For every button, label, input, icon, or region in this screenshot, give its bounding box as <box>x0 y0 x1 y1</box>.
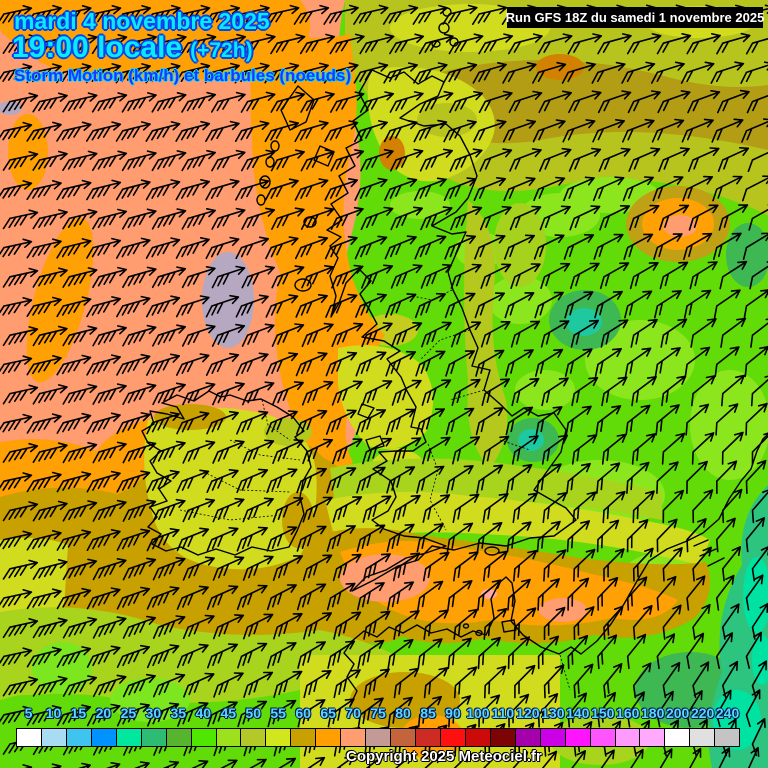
legend-value: 20 <box>95 705 112 721</box>
channel-islands <box>462 623 470 629</box>
legend-swatch <box>215 728 242 747</box>
legend-swatch <box>439 728 466 747</box>
legend-swatch <box>489 728 516 747</box>
legend-swatch <box>265 728 292 747</box>
copyright-label: Copyright 2025 Meteociel.fr <box>346 748 542 765</box>
legend-swatch <box>90 728 117 747</box>
legend-swatch <box>340 728 367 747</box>
legend-swatch <box>40 728 67 747</box>
anglesey-island <box>365 435 385 451</box>
legend-swatch <box>514 728 541 747</box>
legend-value: 130 <box>541 705 565 721</box>
continental-coastline <box>351 433 768 655</box>
brittany-coastline <box>343 640 358 707</box>
legend-swatch <box>614 728 641 747</box>
legend-swatch <box>115 728 142 747</box>
legend-value: 240 <box>715 705 740 721</box>
legend-swatch <box>689 728 716 747</box>
legend-value: 180 <box>641 705 665 721</box>
legend-value: 60 <box>295 705 311 721</box>
legend-swatch <box>365 728 392 747</box>
legend-swatch <box>415 728 441 747</box>
legend-value: 160 <box>616 705 640 721</box>
forecast-time-label: 19:00 locale (+72h) <box>12 31 253 65</box>
legend-swatch <box>464 728 491 747</box>
legend-value: 200 <box>665 705 690 721</box>
legend-value: 10 <box>45 705 62 721</box>
legend-swatch <box>664 728 691 747</box>
local-time-label: 19:00 locale <box>12 31 183 64</box>
legend-value: 35 <box>170 705 187 721</box>
legend-swatch <box>65 728 92 747</box>
legend-value: 220 <box>690 705 715 721</box>
legend-value: 90 <box>445 705 461 721</box>
legend-value: 70 <box>345 705 361 721</box>
legend-swatch <box>390 728 416 747</box>
legend-color-scale <box>16 728 741 747</box>
legend-swatch <box>639 728 666 747</box>
legend-value: 80 <box>395 705 411 721</box>
legend-swatch <box>16 728 42 747</box>
legend-swatch <box>315 728 342 747</box>
model-run-label: Run GFS 18Z du samedi 1 novembre 2025 <box>505 10 765 25</box>
legend-value: 100 <box>466 705 490 721</box>
ireland-coastline <box>141 390 312 556</box>
wind-barb-arrows <box>0 4 768 768</box>
forecast-date-label: mardi 4 novembre 2025 <box>14 8 270 34</box>
legend-value: 150 <box>591 705 615 721</box>
legend-swatch <box>165 728 192 747</box>
legend-value: 120 <box>516 705 540 721</box>
legend-swatch <box>290 728 317 747</box>
legend-value: 85 <box>420 705 436 721</box>
legend-value: 45 <box>220 705 237 721</box>
legend-swatch <box>190 728 217 747</box>
legend-swatch <box>714 728 741 747</box>
legend-value: 140 <box>566 705 590 721</box>
legend-value: 65 <box>320 705 336 721</box>
legend-value: 55 <box>270 705 286 721</box>
legend-value: 25 <box>120 705 137 721</box>
legend-swatch <box>240 728 267 747</box>
isle-of-man <box>357 403 375 419</box>
legend-swatch <box>589 728 616 747</box>
model-run-banner: Run GFS 18Z du samedi 1 novembre 2025 <box>505 7 765 28</box>
legend-swatch <box>564 728 591 747</box>
islay-island <box>294 278 312 292</box>
legend-swatch <box>539 728 566 747</box>
legend-labels: 5 10 15 20 25 30 35 40 45 50 55 60 65 70 75 80 85 90 100 11… <box>16 705 740 725</box>
forecast-offset-label: (+72h) <box>190 39 253 62</box>
parameter-subtitle: Storm Motion (km/h) et barbules (noeuds) <box>14 66 352 85</box>
legend-value: 110 <box>491 705 515 721</box>
legend-value: 5 <box>24 705 33 721</box>
legend-swatch <box>140 728 167 747</box>
legend-value: 30 <box>145 705 162 721</box>
legend-value: 15 <box>70 705 87 721</box>
wind-barbs-layer <box>0 4 768 768</box>
legend-value: 75 <box>370 705 386 721</box>
legend-value: 50 <box>245 705 261 721</box>
legend-value: 40 <box>195 705 212 721</box>
isle-of-wight <box>484 546 500 556</box>
